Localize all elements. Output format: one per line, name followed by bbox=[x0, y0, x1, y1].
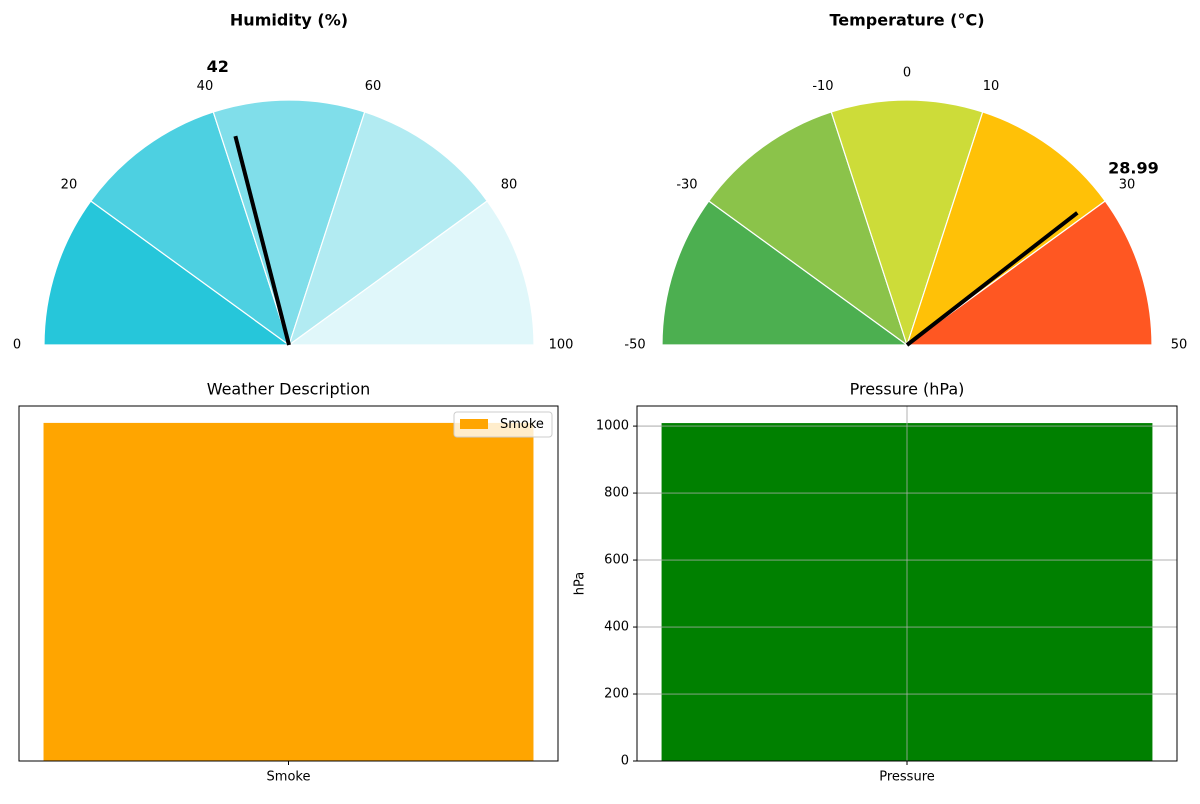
gauge-value-label: 42 bbox=[207, 57, 229, 76]
legend: Smoke bbox=[453, 411, 553, 438]
gauge-band-1 bbox=[89, 111, 291, 347]
y-tick-label: 400 bbox=[604, 620, 629, 635]
gauge-band-3 bbox=[287, 111, 489, 347]
gauge-tick-label: 100 bbox=[549, 338, 574, 353]
gauge-tick-label: 30 bbox=[1119, 178, 1136, 193]
gauge-tick-label: 0 bbox=[903, 66, 911, 81]
gauge-band-2 bbox=[212, 99, 366, 347]
y-tick-label: 600 bbox=[604, 553, 629, 568]
gauge-tick-label: 20 bbox=[61, 178, 78, 193]
gauge-band-0 bbox=[43, 200, 291, 346]
bar bbox=[43, 422, 534, 761]
y-tick-label: 0 bbox=[621, 754, 629, 769]
pressure-chart: Pressure (hPa) Pressure 0 200 400 600 800 1000 h… bbox=[573, 380, 1178, 785]
gauge-tick-label: 50 bbox=[1171, 338, 1188, 353]
gauge-value-label: 28.99 bbox=[1108, 159, 1159, 178]
legend-box bbox=[453, 411, 553, 438]
gauge-band-4 bbox=[287, 200, 535, 346]
weather-description-chart: Weather Description Smoke Smoke bbox=[18, 380, 559, 785]
chart-title: Weather Description bbox=[207, 380, 371, 399]
gauge-title: Temperature (°C) bbox=[829, 11, 984, 30]
gauge-tick-label: 80 bbox=[501, 178, 518, 193]
gauge-band-4 bbox=[905, 200, 1153, 346]
gauge-needle bbox=[905, 211, 1079, 347]
gauge-title: Humidity (%) bbox=[230, 11, 348, 30]
gauge-band-1 bbox=[707, 111, 909, 347]
gauge-humidity: Humidity (%) 0 20 40 60 80 100 42 bbox=[13, 11, 574, 353]
gauge-band-2 bbox=[830, 99, 984, 347]
gauge-tick-label: 60 bbox=[365, 79, 382, 94]
gauge-needle bbox=[233, 135, 291, 346]
y-tick-label: 800 bbox=[604, 486, 629, 501]
gauge-band-3 bbox=[905, 111, 1107, 347]
legend-label: Smoke bbox=[500, 417, 544, 432]
x-tick-label: Pressure bbox=[879, 770, 935, 785]
chart-title: Pressure (hPa) bbox=[850, 380, 965, 399]
gauge-tick-label: 40 bbox=[197, 79, 214, 94]
gauge-temperature: Temperature (°C) -50 -30 -10 0 10 30 50 28.99 bbox=[624, 11, 1187, 353]
gauge-tick-label: -30 bbox=[676, 178, 697, 193]
gauge-tick-label: -10 bbox=[812, 79, 833, 94]
y-axis-label: hPa bbox=[573, 572, 588, 595]
y-tick-label: 200 bbox=[604, 687, 629, 702]
x-tick-label: Smoke bbox=[267, 770, 311, 785]
gauge-tick-label: -50 bbox=[624, 338, 645, 353]
gauge-tick-label: 0 bbox=[13, 338, 21, 353]
y-tick-label: 1000 bbox=[596, 419, 629, 434]
gauge-tick-label: 10 bbox=[983, 79, 1000, 94]
legend-swatch bbox=[460, 419, 488, 429]
gauge-band-0 bbox=[661, 200, 909, 346]
